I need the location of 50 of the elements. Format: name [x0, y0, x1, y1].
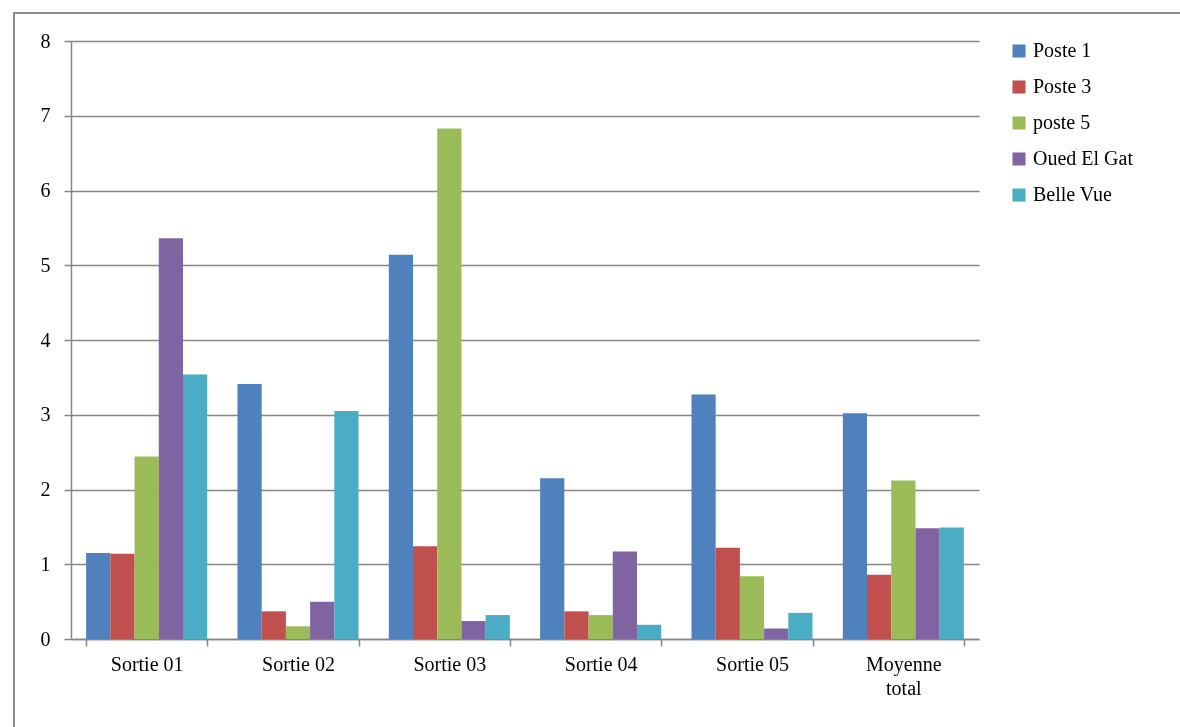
bar	[134, 456, 159, 639]
bar	[237, 384, 262, 639]
bar	[261, 611, 286, 639]
bar	[86, 553, 111, 639]
y-tick-label: 8	[40, 29, 51, 52]
x-tick-label: Sortie 04	[564, 652, 638, 675]
bar	[915, 528, 940, 639]
bar	[739, 576, 765, 639]
x-tick-label: Sortie 01	[110, 652, 184, 675]
bar	[437, 128, 462, 639]
x-tick-label: Moyenne total	[866, 652, 942, 699]
y-tick-label: 3	[40, 403, 51, 426]
legend-label: Belle Vue	[1033, 183, 1113, 205]
legend-label: Poste 3	[1033, 75, 1092, 97]
x-tick-label: Sortie 03	[413, 652, 487, 675]
x-tick-label: Sortie 05	[716, 652, 789, 675]
bar	[564, 611, 589, 639]
y-tick-label: 4	[40, 328, 51, 351]
bar	[310, 601, 335, 639]
bar	[334, 411, 359, 639]
x-tick-label: Sortie 02	[262, 652, 335, 675]
bar	[540, 478, 565, 639]
bar	[182, 374, 208, 639]
bar	[764, 628, 789, 639]
bar	[413, 546, 438, 639]
y-tick-label: 0	[40, 627, 51, 650]
bar	[612, 551, 637, 639]
y-tick-label: 6	[40, 179, 51, 201]
bar	[388, 254, 414, 639]
bar	[588, 615, 613, 639]
legend-label: Oued El Gat	[1033, 147, 1134, 169]
legend-label: poste 5	[1033, 111, 1091, 134]
bar	[461, 621, 486, 639]
bar	[867, 574, 892, 639]
y-tick-label: 1	[40, 552, 51, 575]
bar	[891, 480, 916, 639]
bar	[691, 394, 716, 639]
bar	[110, 553, 135, 639]
y-tick-label: 7	[40, 104, 51, 127]
y-tick-label: 2	[40, 478, 51, 500]
bar	[285, 626, 311, 639]
bar	[842, 413, 868, 639]
bar	[788, 612, 813, 639]
bar	[636, 624, 662, 639]
bar	[158, 238, 183, 639]
bar	[485, 615, 510, 639]
legend-label: Poste 1	[1033, 39, 1092, 61]
bar	[939, 527, 964, 639]
bar	[715, 547, 740, 639]
y-tick-label: 5	[40, 253, 51, 276]
